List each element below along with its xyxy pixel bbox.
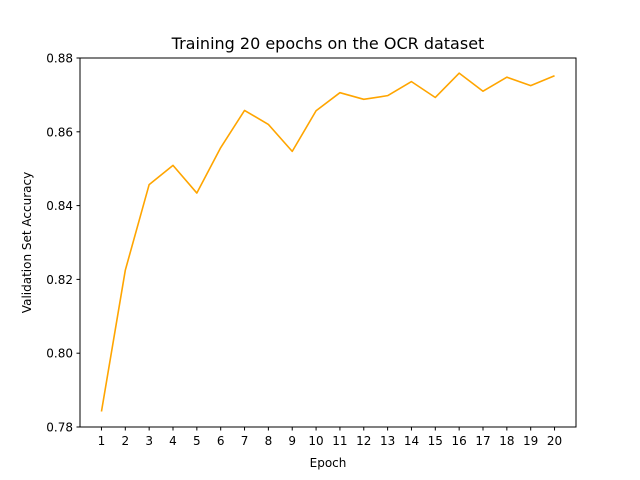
- x-axis-label: Epoch: [310, 456, 347, 470]
- x-tick-label: 19: [523, 434, 538, 448]
- x-tick-label: 16: [452, 434, 467, 448]
- x-tick-label: 15: [428, 434, 443, 448]
- x-tick-label: 14: [404, 434, 419, 448]
- x-tick-label: 4: [169, 434, 177, 448]
- y-tick-label: 0.80: [46, 347, 73, 361]
- x-tick-label: 9: [288, 434, 296, 448]
- x-tick-label: 13: [380, 434, 395, 448]
- ticks-layer: 1 2 3 4 5 6 7 8 9 10 11 12 13 14 15 16 17 18 19 200.780.800…: [46, 52, 562, 449]
- x-tick-label: 18: [499, 434, 514, 448]
- x-tick-label: 2: [121, 434, 129, 448]
- x-tick-label: 8: [265, 434, 273, 448]
- x-tick-label: 20: [547, 434, 562, 448]
- y-tick-label: 0.82: [46, 273, 73, 287]
- series-line-accuracy: [100, 72, 555, 412]
- x-tick-label: 10: [308, 434, 323, 448]
- y-tick-label: 0.86: [46, 125, 73, 139]
- x-tick-label: 5: [193, 434, 201, 448]
- x-tick-label: 12: [356, 434, 371, 448]
- x-tick-label: 7: [241, 434, 249, 448]
- x-tick-label: 11: [332, 434, 347, 448]
- y-axis-label: Validation Set Accuracy: [20, 172, 34, 313]
- x-tick-label: 3: [145, 434, 153, 448]
- y-tick-label: 0.88: [46, 52, 73, 66]
- plot-frame: [79, 57, 577, 428]
- x-tick-label: 6: [217, 434, 225, 448]
- x-tick-label: 17: [475, 434, 490, 448]
- chart-title: Training 20 epochs on the OCR dataset: [171, 34, 485, 53]
- y-tick-label: 0.84: [46, 199, 73, 213]
- y-tick-label: 0.78: [46, 421, 73, 435]
- x-tick-label: 1: [98, 434, 106, 448]
